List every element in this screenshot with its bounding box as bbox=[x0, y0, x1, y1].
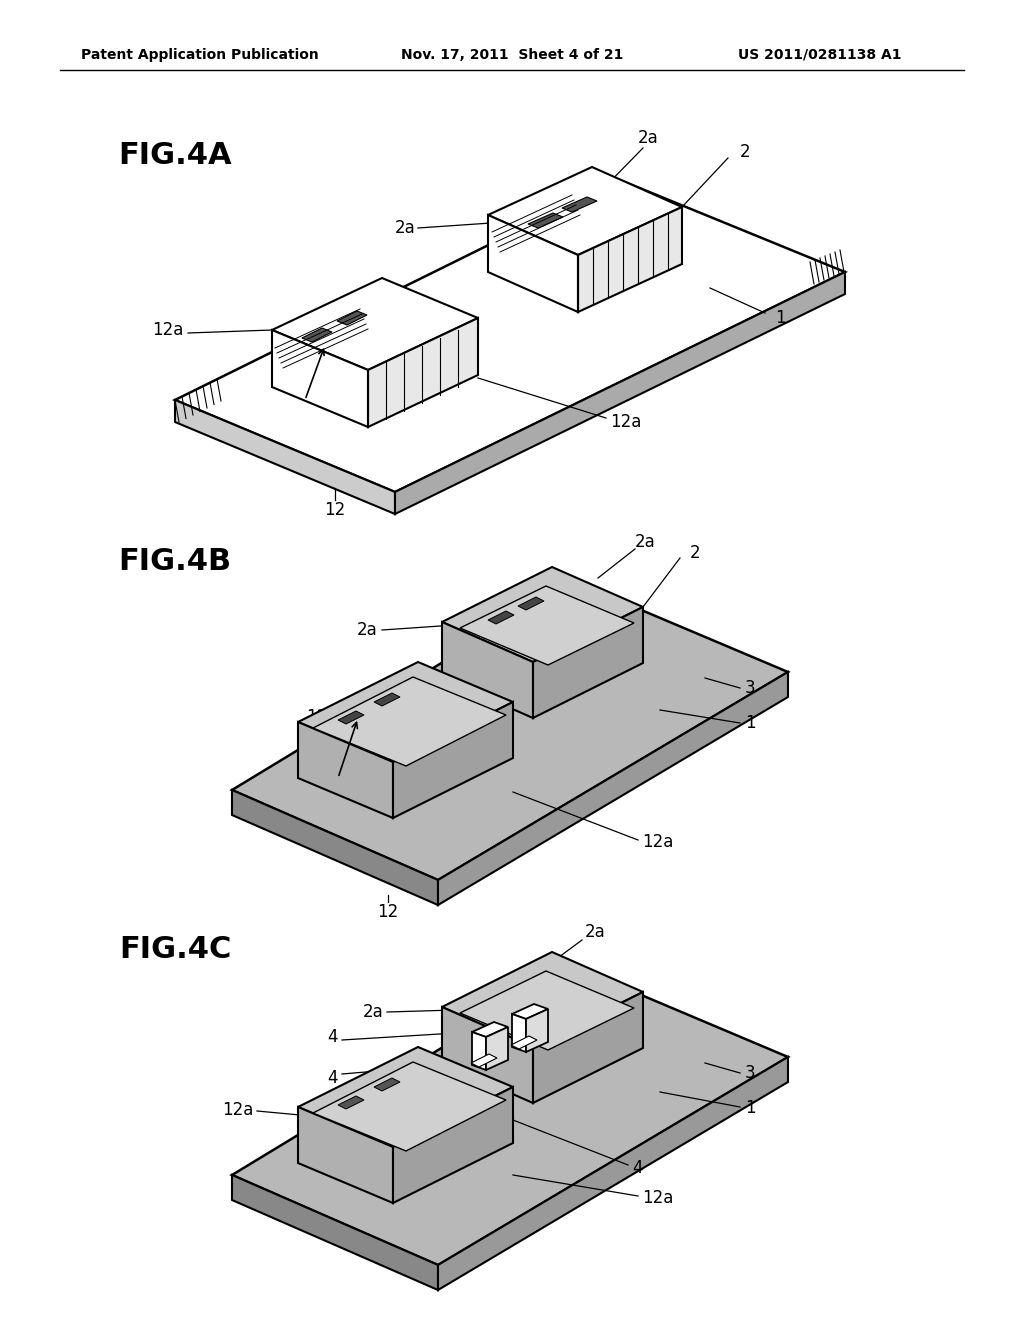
Polygon shape bbox=[578, 207, 682, 312]
Text: 1: 1 bbox=[745, 1100, 756, 1117]
Text: 12a: 12a bbox=[610, 413, 641, 432]
Text: 4: 4 bbox=[328, 1028, 338, 1045]
Polygon shape bbox=[298, 1107, 393, 1203]
Text: 1: 1 bbox=[745, 714, 756, 733]
Text: 4: 4 bbox=[328, 1069, 338, 1086]
Text: Nov. 17, 2011  Sheet 4 of 21: Nov. 17, 2011 Sheet 4 of 21 bbox=[400, 48, 624, 62]
Polygon shape bbox=[472, 1022, 508, 1038]
Polygon shape bbox=[368, 318, 478, 426]
Text: 12a: 12a bbox=[642, 1189, 674, 1206]
Polygon shape bbox=[302, 327, 332, 342]
Polygon shape bbox=[512, 1014, 526, 1052]
Polygon shape bbox=[175, 180, 845, 492]
Text: 2a: 2a bbox=[635, 533, 655, 550]
Polygon shape bbox=[232, 582, 788, 880]
Polygon shape bbox=[232, 1175, 438, 1290]
Polygon shape bbox=[460, 972, 634, 1049]
Polygon shape bbox=[442, 568, 643, 663]
Polygon shape bbox=[511, 1036, 537, 1049]
Polygon shape bbox=[337, 312, 367, 325]
Polygon shape bbox=[175, 400, 395, 513]
Text: 12a: 12a bbox=[306, 708, 338, 726]
Polygon shape bbox=[488, 168, 682, 255]
Text: US 2011/0281138 A1: US 2011/0281138 A1 bbox=[738, 48, 902, 62]
Text: 2: 2 bbox=[690, 544, 700, 562]
Polygon shape bbox=[562, 197, 597, 213]
Text: Patent Application Publication: Patent Application Publication bbox=[81, 48, 318, 62]
Polygon shape bbox=[232, 968, 788, 1265]
Text: FIG.4C: FIG.4C bbox=[119, 936, 231, 965]
Text: 2a: 2a bbox=[585, 923, 605, 941]
Polygon shape bbox=[486, 1027, 508, 1071]
Polygon shape bbox=[442, 1007, 534, 1104]
Polygon shape bbox=[526, 1008, 548, 1052]
Text: 12: 12 bbox=[325, 502, 346, 519]
Polygon shape bbox=[338, 1096, 364, 1109]
Polygon shape bbox=[534, 607, 643, 718]
Text: 2a: 2a bbox=[362, 1003, 383, 1020]
Polygon shape bbox=[518, 597, 544, 610]
Text: 4: 4 bbox=[632, 1159, 642, 1177]
Polygon shape bbox=[298, 663, 513, 762]
Text: FIG.4A: FIG.4A bbox=[118, 140, 231, 169]
Polygon shape bbox=[393, 1086, 513, 1203]
Polygon shape bbox=[298, 722, 393, 818]
Text: 2: 2 bbox=[739, 143, 751, 161]
Polygon shape bbox=[393, 702, 513, 818]
Polygon shape bbox=[528, 213, 563, 228]
Polygon shape bbox=[313, 1063, 506, 1151]
Polygon shape bbox=[374, 693, 400, 706]
Text: 2a: 2a bbox=[357, 620, 378, 639]
Polygon shape bbox=[438, 1057, 788, 1290]
Polygon shape bbox=[374, 1078, 400, 1092]
Text: 2a: 2a bbox=[394, 219, 415, 238]
Polygon shape bbox=[488, 611, 514, 624]
Polygon shape bbox=[438, 672, 788, 906]
Polygon shape bbox=[232, 789, 438, 906]
Polygon shape bbox=[471, 1053, 497, 1067]
Text: 3: 3 bbox=[745, 678, 756, 697]
Polygon shape bbox=[442, 952, 643, 1047]
Text: 3: 3 bbox=[745, 1064, 756, 1082]
Text: 1: 1 bbox=[775, 309, 785, 327]
Polygon shape bbox=[488, 215, 578, 312]
Polygon shape bbox=[534, 993, 643, 1104]
Polygon shape bbox=[512, 1005, 548, 1019]
Polygon shape bbox=[272, 279, 478, 370]
Polygon shape bbox=[272, 330, 368, 426]
Polygon shape bbox=[395, 272, 845, 513]
Text: 12a: 12a bbox=[642, 833, 674, 851]
Text: 12: 12 bbox=[378, 903, 398, 921]
Text: 12a: 12a bbox=[152, 321, 183, 339]
Polygon shape bbox=[442, 622, 534, 718]
Text: FIG.4B: FIG.4B bbox=[119, 548, 231, 577]
Polygon shape bbox=[338, 711, 364, 723]
Text: 12a: 12a bbox=[221, 1101, 253, 1119]
Polygon shape bbox=[298, 1047, 513, 1147]
Text: 2a: 2a bbox=[638, 129, 658, 147]
Polygon shape bbox=[460, 586, 634, 665]
Polygon shape bbox=[313, 677, 506, 766]
Polygon shape bbox=[472, 1032, 486, 1071]
